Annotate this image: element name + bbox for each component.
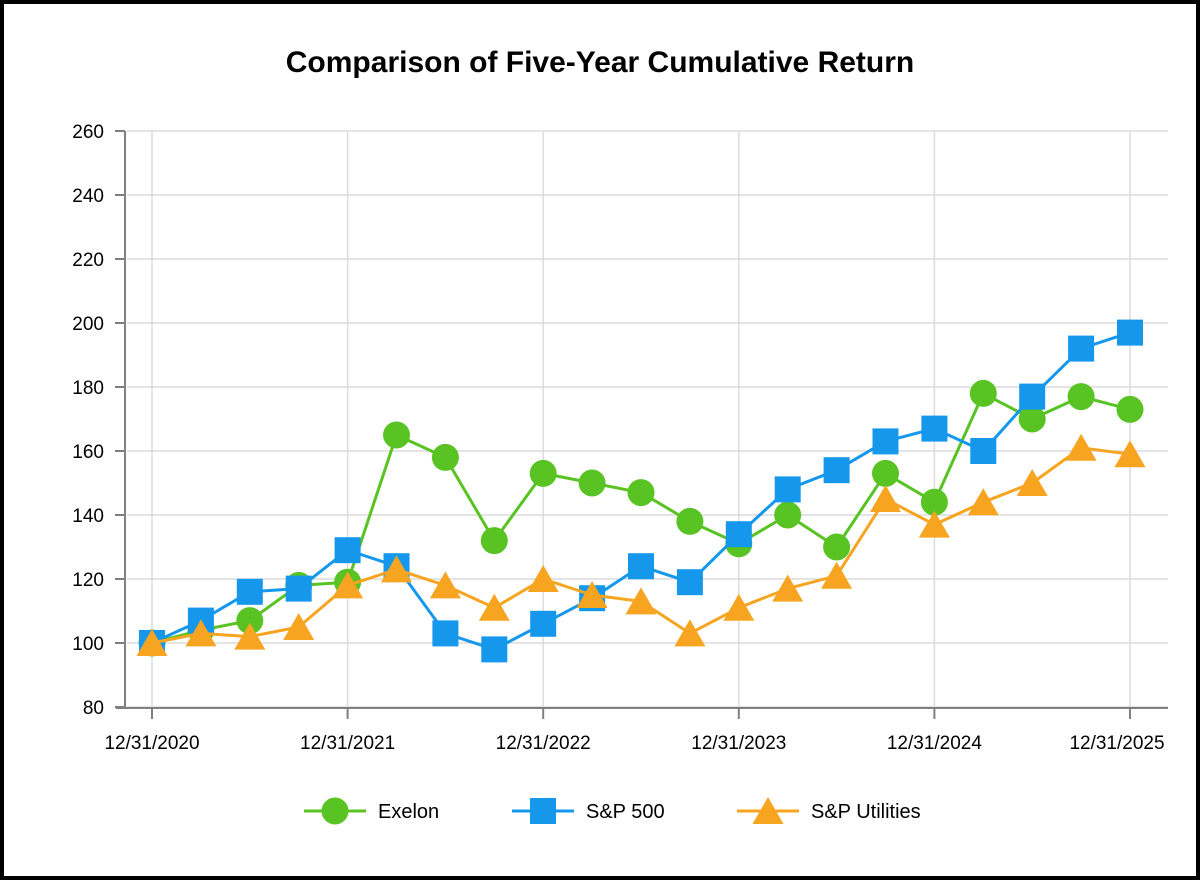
data-point-s-p-500 <box>1068 335 1095 362</box>
data-point-s-p-utilities <box>381 555 412 583</box>
y-tick-label: 220 <box>72 250 104 271</box>
legend-label: S&P 500 <box>586 801 665 823</box>
data-point-exelon <box>774 501 802 529</box>
x-tick-label: 12/31/2025 <box>1069 733 1164 754</box>
data-point-s-p-500 <box>285 575 312 602</box>
data-point-s-p-utilities <box>429 571 461 599</box>
legend-label: S&P Utilities <box>811 801 921 823</box>
y-tick-label: 180 <box>72 378 104 399</box>
data-point-exelon <box>1116 395 1144 423</box>
data-point-s-p-500 <box>921 415 948 442</box>
data-point-exelon <box>1067 383 1095 411</box>
data-point-s-p-500 <box>1117 319 1143 346</box>
data-point-s-p-utilities <box>1016 469 1048 496</box>
data-point-s-p-500 <box>481 636 508 663</box>
data-point-s-p-utilities <box>821 561 853 589</box>
data-point-exelon <box>627 479 655 507</box>
data-point-exelon <box>236 607 264 635</box>
data-point-exelon <box>1018 405 1046 433</box>
data-point-s-p-500 <box>872 428 899 455</box>
triangle-legend-marker-icon <box>752 797 784 824</box>
data-point-s-p-utilities <box>185 619 217 647</box>
chart-title: Comparison of Five-Year Cumulative Retur… <box>285 46 915 79</box>
x-tick-label: 12/31/2020 <box>104 733 199 754</box>
data-point-s-p-500 <box>334 537 361 564</box>
data-point-s-p-utilities <box>283 613 315 640</box>
data-point-exelon <box>676 507 704 535</box>
data-point-s-p-utilities <box>772 574 804 602</box>
data-point-exelon <box>480 527 508 555</box>
data-point-s-p-500 <box>628 553 654 580</box>
data-point-s-p-utilities <box>625 587 657 615</box>
x-tick-label: 12/31/2022 <box>496 733 591 754</box>
y-tick-label: 160 <box>72 442 104 463</box>
data-point-exelon <box>529 459 557 487</box>
y-tick-label: 120 <box>72 570 104 591</box>
data-point-s-p-utilities <box>332 571 364 599</box>
x-tick-label: 12/31/2023 <box>691 733 786 754</box>
data-point-exelon <box>920 488 948 516</box>
y-tick-label: 100 <box>72 634 104 655</box>
data-point-s-p-500 <box>676 569 703 596</box>
circle-legend-marker-icon <box>321 797 349 825</box>
data-point-s-p-utilities <box>234 622 266 650</box>
data-point-exelon <box>578 469 606 497</box>
data-point-s-p-utilities <box>576 581 608 608</box>
legend-label: Exelon <box>378 801 439 823</box>
x-tick-label: 12/31/2024 <box>887 733 983 754</box>
data-point-s-p-500 <box>1019 383 1046 410</box>
data-point-s-p-utilities <box>478 593 510 621</box>
y-tick-label: 80 <box>83 698 104 719</box>
data-point-s-p-utilities <box>527 565 559 592</box>
data-point-s-p-utilities <box>723 593 755 621</box>
data-point-s-p-500 <box>432 620 459 647</box>
data-point-s-p-utilities <box>674 619 706 647</box>
y-tick-label: 260 <box>72 122 104 143</box>
data-point-s-p-utilities <box>967 488 999 516</box>
data-point-s-p-utilities <box>870 485 901 512</box>
data-point-s-p-500 <box>823 457 850 484</box>
data-point-exelon <box>431 443 459 471</box>
data-point-s-p-500 <box>530 610 557 637</box>
data-point-s-p-500 <box>970 438 997 464</box>
data-point-s-p-500 <box>725 521 752 548</box>
x-tick-label: 12/31/2021 <box>300 733 395 754</box>
data-point-exelon <box>823 533 851 561</box>
data-point-s-p-500 <box>236 578 263 605</box>
square-legend-marker-icon <box>530 798 556 824</box>
data-point-exelon <box>383 421 410 449</box>
data-point-exelon <box>969 379 997 407</box>
data-point-exelon <box>872 459 899 487</box>
y-tick-label: 140 <box>72 506 104 527</box>
data-point-s-p-utilities <box>136 629 168 656</box>
data-point-s-p-utilities <box>1065 433 1097 461</box>
y-tick-label: 200 <box>72 314 104 335</box>
data-point-s-p-500 <box>774 476 801 503</box>
data-point-s-p-utilities <box>918 510 950 538</box>
y-tick-label: 240 <box>72 186 104 207</box>
data-point-s-p-utilities <box>1114 440 1146 468</box>
